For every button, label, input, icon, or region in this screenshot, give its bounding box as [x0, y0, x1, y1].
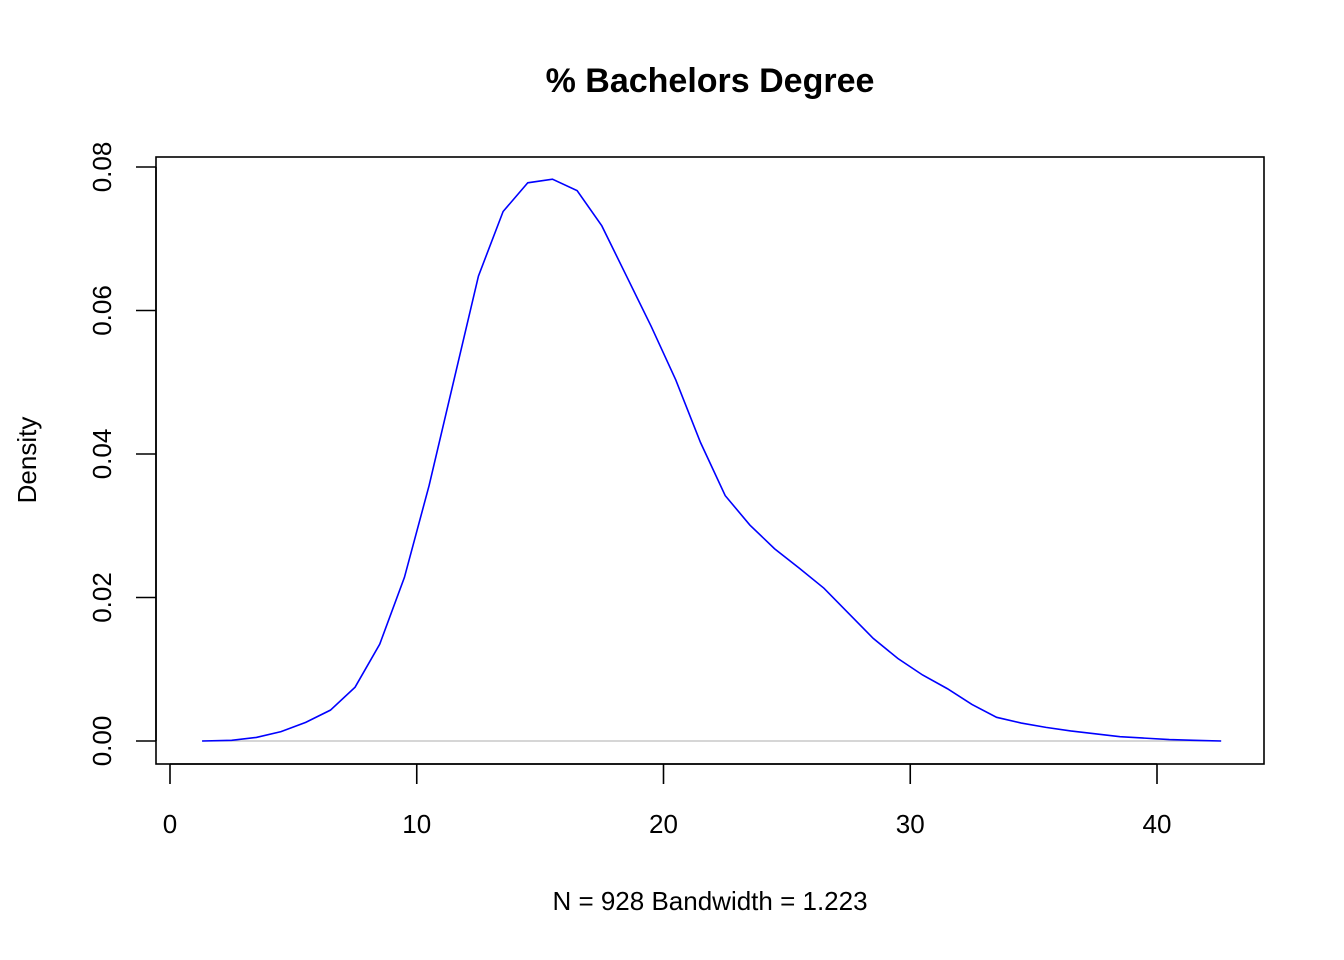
- x-tick-label: 0: [163, 809, 177, 839]
- x-axis-label: N = 928 Bandwidth = 1.223: [552, 886, 867, 916]
- y-tick-label: 0.08: [87, 142, 117, 193]
- x-tick-label: 10: [402, 809, 431, 839]
- chart-title: % Bachelors Degree: [546, 62, 875, 100]
- x-axis: 0 10 20 30 40: [163, 763, 1172, 839]
- x-tick-label: 20: [649, 809, 678, 839]
- y-tick-label: 0.04: [87, 429, 117, 480]
- y-tick-label: 0.02: [87, 572, 117, 623]
- y-tick-label: 0.00: [87, 716, 117, 767]
- plot-frame: [155, 156, 1265, 765]
- density-line: [202, 178, 1222, 742]
- y-axis: 0.00 0.02 0.04 0.06 0.08: [87, 142, 157, 767]
- x-tick-label: 30: [896, 809, 925, 839]
- x-tick-label: 40: [1143, 809, 1172, 839]
- y-tick-label: 0.06: [87, 285, 117, 336]
- y-axis-label: Density: [12, 417, 42, 504]
